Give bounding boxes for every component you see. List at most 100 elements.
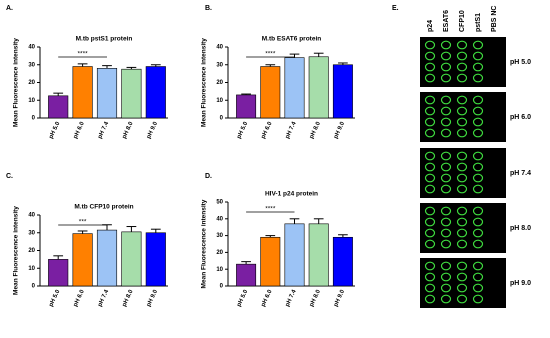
row-label: pH 8.0: [510, 225, 531, 232]
spot: [424, 62, 436, 72]
y-axis-label: Mean Fluorescence intensity: [13, 38, 20, 127]
column-label: CFP10: [459, 10, 466, 32]
y-tick-label: 10: [216, 267, 223, 273]
significance-label: ****: [78, 51, 89, 58]
spot: [440, 162, 452, 172]
column-label: p24: [427, 20, 434, 32]
spot: [424, 40, 436, 50]
bar: [48, 259, 69, 287]
spot: [456, 151, 468, 161]
bar: [96, 229, 118, 287]
row-label: pH 5.0: [510, 59, 531, 66]
x-tick-label: pH 8.0: [309, 120, 322, 139]
spot: [472, 261, 484, 271]
x-tick-label: pH 7.4: [97, 288, 110, 307]
spot: [440, 294, 452, 304]
spot: [424, 217, 436, 227]
spot: [424, 184, 436, 194]
panel-label: C.: [6, 173, 13, 180]
bar: [96, 68, 118, 119]
spot: [472, 128, 484, 138]
x-tick-label: pH 5.0: [48, 120, 61, 139]
spot: [424, 51, 436, 61]
x-tick-label: pH 9.0: [146, 120, 159, 139]
spot: [424, 261, 436, 271]
x-tick-label: pH 9.0: [146, 288, 159, 307]
panel-label: B.: [205, 5, 212, 12]
x-tick-label: pH 6.0: [260, 120, 273, 139]
spot: [456, 117, 468, 127]
y-tick-label: 30: [216, 233, 223, 239]
spot: [440, 283, 452, 293]
spot: [456, 40, 468, 50]
spot: [456, 294, 468, 304]
spot: [440, 95, 452, 105]
spot: [472, 40, 484, 50]
spot: [424, 272, 436, 282]
array-image: [420, 203, 506, 253]
y-tick-label: 40: [28, 213, 35, 219]
spot: [424, 151, 436, 161]
chart-title: M.tb ESAT6 protein: [262, 36, 321, 43]
array-image: [420, 37, 506, 87]
x-tick-label: pH 7.4: [97, 120, 110, 139]
row-label: pH 6.0: [510, 114, 531, 121]
spot: [456, 184, 468, 194]
spot: [440, 106, 452, 116]
y-tick-label: 50: [216, 200, 223, 206]
spot: [440, 128, 452, 138]
y-tick-label: 40: [28, 45, 35, 51]
spot: [456, 128, 468, 138]
bar: [72, 233, 93, 287]
array-image: [420, 258, 506, 308]
spot: [424, 128, 436, 138]
spot: [440, 173, 452, 183]
panel-label: D.: [205, 173, 212, 180]
spot: [456, 162, 468, 172]
spot: [440, 151, 452, 161]
spot: [472, 173, 484, 183]
bar: [145, 66, 166, 119]
spot: [424, 117, 436, 127]
spot: [440, 206, 452, 216]
bar: [332, 64, 353, 119]
bar: [236, 94, 257, 119]
y-tick-label: 20: [28, 248, 35, 254]
bar: [72, 66, 93, 119]
spot: [472, 162, 484, 172]
x-tick-label: pH 8.0: [309, 288, 322, 307]
bar: [236, 263, 257, 287]
x-tick-label: pH 7.4: [285, 120, 298, 139]
y-tick-label: 20: [216, 250, 223, 256]
spot: [456, 261, 468, 271]
x-tick-label: pH 5.0: [48, 288, 61, 307]
spot: [472, 283, 484, 293]
column-label: PBS NC: [491, 6, 498, 32]
x-tick-label: pH 7.4: [285, 288, 298, 307]
spot: [456, 106, 468, 116]
column-label: pstS1: [475, 13, 482, 32]
spot: [424, 239, 436, 249]
y-axis-label: Mean Fluorescence intensity: [201, 38, 208, 127]
chart-title: M.tb CFP10 protein: [74, 204, 133, 211]
column-label: ESAT6: [443, 10, 450, 32]
array-image: [420, 92, 506, 142]
panel-label: A.: [6, 5, 13, 12]
spot: [472, 239, 484, 249]
spot: [440, 51, 452, 61]
spot: [472, 217, 484, 227]
x-tick-label: pH 6.0: [73, 288, 86, 307]
x-tick-label: pH 6.0: [73, 120, 86, 139]
y-tick-label: 30: [216, 62, 223, 68]
spot: [472, 272, 484, 282]
spot: [456, 228, 468, 238]
x-tick-label: pH 9.0: [333, 288, 346, 307]
spot: [440, 117, 452, 127]
bar: [284, 57, 305, 119]
spot: [440, 184, 452, 194]
x-tick-label: pH 5.0: [236, 120, 249, 139]
spot: [472, 228, 484, 238]
bar: [308, 223, 329, 287]
bar: [260, 236, 281, 287]
y-tick-label: 0: [32, 284, 36, 290]
